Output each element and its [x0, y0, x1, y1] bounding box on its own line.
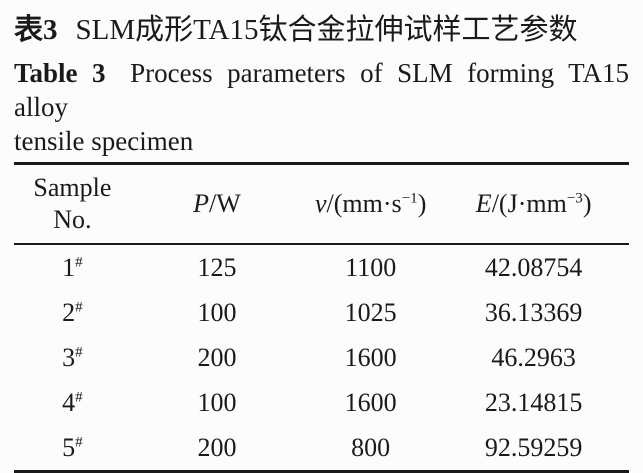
power-cell: 100	[197, 297, 237, 327]
energy-unit-exponent: −3	[566, 190, 583, 207]
header-row: Sample No. P/W v/(mm·s−1) E/(J·mm−3)	[14, 164, 629, 245]
table-caption-zh-label: 表3	[14, 14, 58, 46]
table-row: 3# 200 1600 46.2963	[14, 335, 629, 380]
sample-no-cell: 1#	[14, 244, 131, 290]
table-row: 5# 200 800 92.59259	[14, 425, 629, 472]
power-cell: 200	[197, 342, 237, 372]
table-row: 4# 100 1600 23.14815	[14, 380, 629, 425]
sample-number: 1	[62, 252, 76, 282]
table-caption-en: Table 3 Process parameters of SLM formin…	[14, 56, 629, 124]
energy-cell: 92.59259	[484, 432, 583, 462]
col-header-sample-line1: Sample	[33, 173, 112, 202]
table-row: 1# 125 1100 42.08754	[14, 244, 629, 290]
table-caption-zh-text: SLM成形TA15钛合金拉伸试样工艺参数	[75, 14, 578, 46]
sample-no-cell: 2#	[14, 290, 131, 335]
sample-sup-mark: #	[75, 298, 83, 315]
energy-unit-open: /(J·mm	[491, 189, 567, 218]
speed-unit-close: )	[417, 189, 427, 218]
sample-number: 3	[62, 342, 76, 372]
sample-sup-mark: #	[75, 388, 83, 405]
table-caption-en-line2: tensile specimen	[14, 126, 194, 156]
speed-unit-open: /(mm·s	[326, 189, 402, 218]
sample-number: 2	[62, 297, 76, 327]
col-header-scan-speed: v/(mm·s−1)	[303, 164, 438, 245]
sample-no-cell: 5#	[14, 425, 131, 472]
table-caption-en-text: Process parameters of SLM forming TA15 a…	[14, 58, 629, 122]
col-header-sample-no: Sample No.	[14, 164, 131, 245]
energy-symbol: E	[475, 189, 492, 218]
col-header-sample-line2: No.	[53, 205, 92, 234]
process-parameters-table: Sample No. P/W v/(mm·s−1) E/(J·mm−3) 1# …	[14, 162, 629, 473]
sample-sup-mark: #	[75, 433, 83, 450]
speed-cell: 1025	[344, 297, 397, 327]
energy-cell: 42.08754	[484, 252, 583, 282]
speed-symbol: v	[314, 189, 327, 218]
table-header: Sample No. P/W v/(mm·s−1) E/(J·mm−3)	[14, 164, 629, 245]
speed-cell: 800	[351, 432, 391, 462]
sample-number: 4	[62, 387, 76, 417]
sample-no-cell: 4#	[14, 380, 131, 425]
speed-unit-exponent: −1	[401, 190, 418, 207]
energy-cell: 23.14815	[484, 387, 583, 417]
power-symbol: P	[193, 189, 209, 218]
sample-sup-mark: #	[75, 343, 83, 360]
table-caption-zh: 表3 SLM成形TA15钛合金拉伸试样工艺参数	[14, 12, 629, 48]
power-cell: 125	[197, 252, 237, 282]
power-cell: 100	[197, 387, 237, 417]
sample-no-cell: 3#	[14, 335, 131, 380]
energy-cell: 36.13369	[484, 297, 583, 327]
table-caption-en-label: Table 3	[14, 58, 106, 88]
sample-number: 5	[62, 432, 76, 462]
speed-cell: 1100	[345, 252, 397, 282]
power-cell: 200	[197, 432, 237, 462]
col-header-energy-density: E/(J·mm−3)	[438, 164, 629, 245]
table-body: 1# 125 1100 42.08754 2# 100 1025 36.1336…	[14, 244, 629, 472]
energy-unit-close: )	[582, 189, 592, 218]
power-unit: /W	[209, 189, 241, 218]
col-header-laser-power: P/W	[131, 164, 303, 245]
speed-cell: 1600	[344, 387, 397, 417]
speed-cell: 1600	[344, 342, 397, 372]
energy-cell: 46.2963	[491, 342, 576, 372]
sample-sup-mark: #	[75, 253, 83, 270]
table-row: 2# 100 1025 36.13369	[14, 290, 629, 335]
